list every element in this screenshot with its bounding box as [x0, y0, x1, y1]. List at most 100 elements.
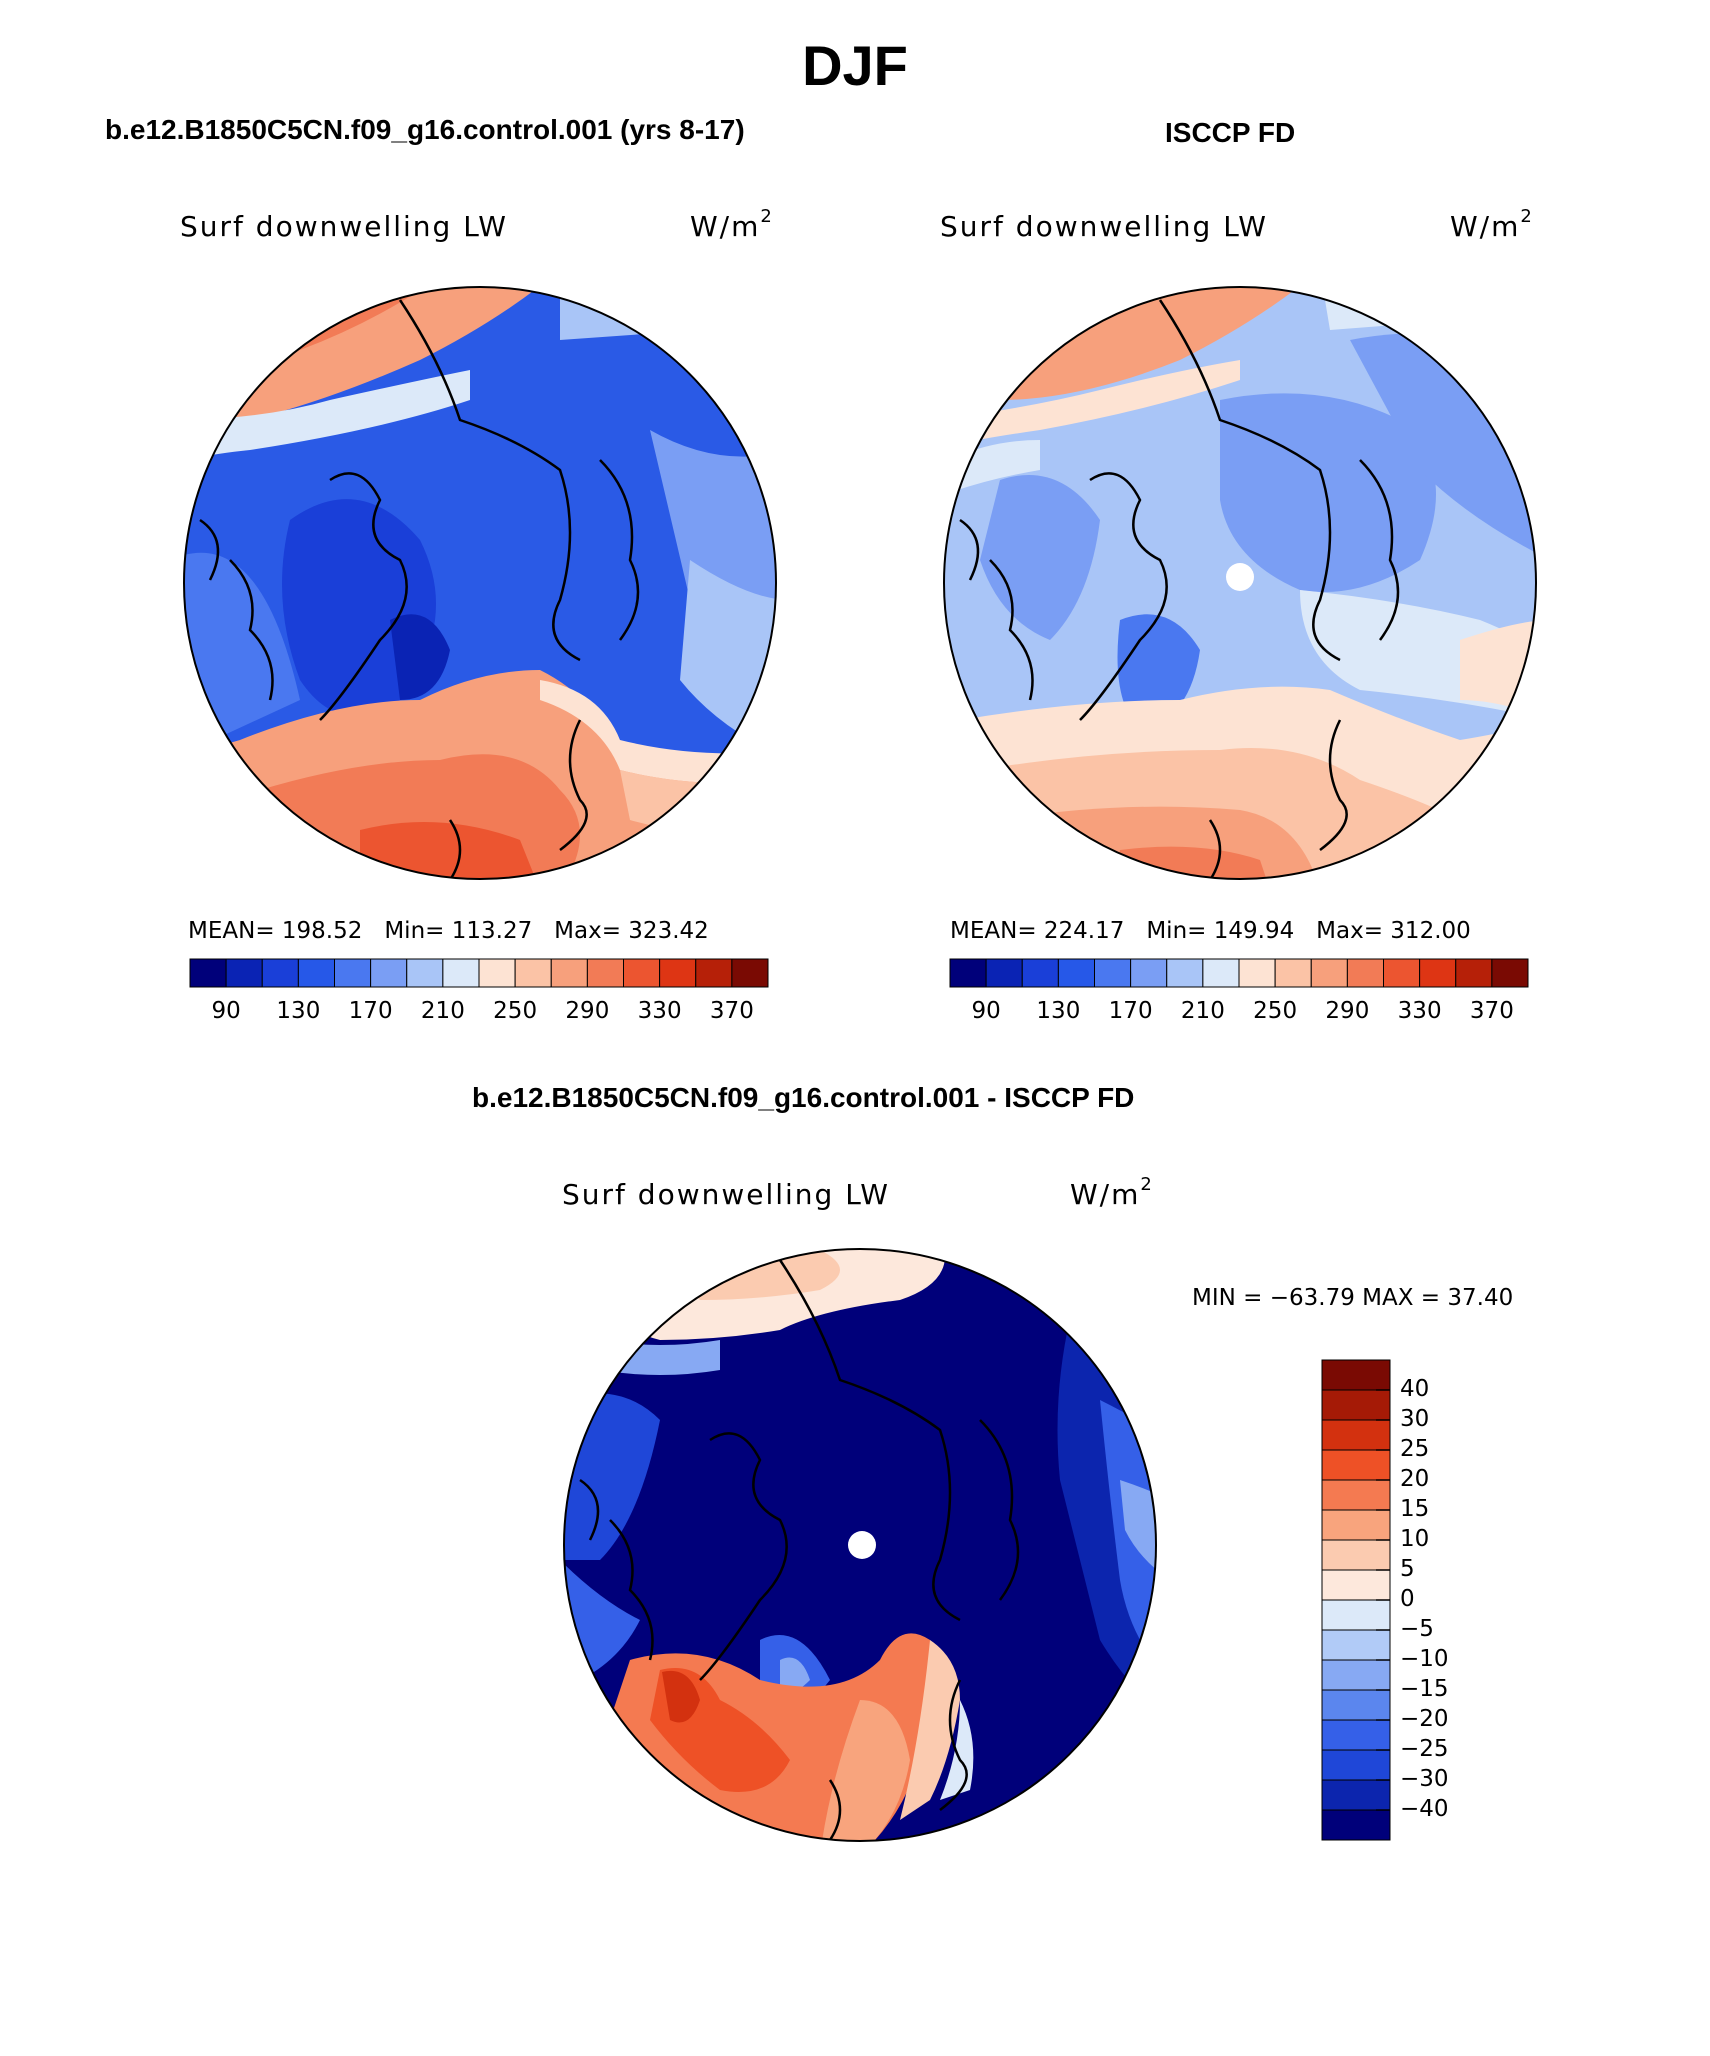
obs-colorbar [949, 958, 1529, 988]
colorbar-swatch [659, 958, 697, 988]
colorbar-tick-label: 30 [1400, 1406, 1430, 1432]
colorbar-swatch [1321, 1359, 1391, 1391]
colorbar-tick-label: 210 [1180, 998, 1225, 1024]
colorbar-tick-label: −40 [1400, 1796, 1449, 1822]
colorbar-swatch [1021, 958, 1059, 988]
colorbar-swatch [1094, 958, 1132, 988]
colorbar-swatch [623, 958, 661, 988]
colorbar-swatch [1321, 1719, 1391, 1751]
colorbar-tick-label: 250 [493, 998, 538, 1024]
colorbar-swatch [370, 958, 408, 988]
colorbar-swatch [442, 958, 480, 988]
colorbar-swatch [1321, 1539, 1391, 1571]
colorbar-swatch [1346, 958, 1384, 988]
colorbar-swatch [949, 958, 987, 988]
colorbar-tick-label: −15 [1400, 1676, 1449, 1702]
colorbar-tick-label: 25 [1400, 1436, 1430, 1462]
diff-colorbar [1321, 1359, 1391, 1841]
model-variable-label: Surf downwelling LW [180, 210, 508, 243]
colorbar-swatch [1491, 958, 1529, 988]
colorbar-tick-label: 170 [1108, 998, 1153, 1024]
colorbar-tick-label: 370 [709, 998, 754, 1024]
colorbar-tick-label: −10 [1400, 1646, 1449, 1672]
model-units-label: W/m2 [690, 206, 774, 243]
colorbar-tick-label: 15 [1400, 1496, 1430, 1522]
model-panel-header: b.e12.B1850C5CN.f09_g16.control.001 (yrs… [105, 114, 745, 145]
colorbar-tick-label: 90 [971, 998, 1001, 1024]
obs-missing-pole [1226, 563, 1254, 591]
colorbar-swatch [1202, 958, 1240, 988]
obs-panel-header: ISCCP FD [1165, 117, 1296, 148]
colorbar-swatch [1321, 1389, 1391, 1421]
diff-panel-header: b.e12.B1850C5CN.f09_g16.control.001 - IS… [472, 1082, 1135, 1113]
colorbar-swatch [225, 958, 263, 988]
colorbar-tick-label: 290 [1325, 998, 1370, 1024]
colorbar-tick-label: 250 [1253, 998, 1298, 1024]
colorbar-tick-label: 90 [211, 998, 241, 1024]
colorbar-swatch [261, 958, 299, 988]
obs-units-label: W/m2 [1450, 206, 1534, 243]
diff-stats: MIN = −63.79 MAX = 37.40 [1192, 1285, 1514, 1311]
colorbar-swatch [1274, 958, 1312, 988]
colorbar-swatch [586, 958, 624, 988]
colorbar-swatch [1321, 1449, 1391, 1481]
colorbar-swatch [1321, 1659, 1391, 1691]
colorbar-tick-label: 40 [1400, 1376, 1430, 1402]
diff-units-label: W/m2 [1070, 1174, 1154, 1211]
colorbar-swatch [1310, 958, 1348, 988]
obs-stats: MEAN= 224.17 Min= 149.94 Max= 312.00 [950, 918, 1471, 944]
colorbar-swatch [1057, 958, 1095, 988]
colorbar-tick-label: −20 [1400, 1706, 1449, 1732]
colorbar-tick-label: 170 [348, 998, 393, 1024]
colorbar-tick-label: −5 [1400, 1616, 1434, 1642]
colorbar-swatch [1321, 1569, 1391, 1601]
diff-variable-label: Surf downwelling LW [562, 1178, 890, 1211]
diff-missing-pole [848, 1531, 876, 1559]
colorbar-swatch [1130, 958, 1168, 988]
colorbar-swatch [1321, 1689, 1391, 1721]
figure-title: DJF [802, 34, 908, 97]
colorbar-swatch [1383, 958, 1421, 988]
colorbar-swatch [1321, 1419, 1391, 1451]
colorbar-swatch [731, 958, 769, 988]
diff-polar-map [563, 1248, 1157, 1842]
obs-polar-map [943, 286, 1537, 880]
colorbar-swatch [1455, 958, 1493, 988]
model-polar-map [183, 286, 777, 880]
colorbar-swatch [1419, 958, 1457, 988]
colorbar-tick-label: 20 [1400, 1466, 1430, 1492]
colorbar-tick-label: 290 [565, 998, 610, 1024]
colorbar-tick-label: 330 [1397, 998, 1442, 1024]
colorbar-swatch [695, 958, 733, 988]
colorbar-swatch [189, 958, 227, 988]
colorbar-swatch [550, 958, 588, 988]
colorbar-tick-label: 370 [1469, 998, 1514, 1024]
colorbar-swatch [514, 958, 552, 988]
colorbar-swatch [1166, 958, 1204, 988]
colorbar-tick-label: −25 [1400, 1736, 1449, 1762]
colorbar-tick-label: −30 [1400, 1766, 1449, 1792]
model-colorbar [189, 958, 769, 988]
colorbar-swatch [297, 958, 335, 988]
colorbar-tick-label: 0 [1400, 1586, 1415, 1612]
colorbar-tick-label: 330 [637, 998, 682, 1024]
colorbar-swatch [478, 958, 516, 988]
colorbar-swatch [1238, 958, 1276, 988]
colorbar-swatch [1321, 1779, 1391, 1811]
colorbar-swatch [1321, 1629, 1391, 1661]
colorbar-swatch [985, 958, 1023, 988]
model-stats: MEAN= 198.52 Min= 113.27 Max= 323.42 [188, 918, 709, 944]
colorbar-swatch [334, 958, 372, 988]
colorbar-tick-label: 130 [276, 998, 321, 1024]
colorbar-swatch [1321, 1509, 1391, 1541]
colorbar-swatch [1321, 1479, 1391, 1511]
colorbar-swatch [1321, 1749, 1391, 1781]
colorbar-swatch [406, 958, 444, 988]
colorbar-swatch [1321, 1599, 1391, 1631]
colorbar-tick-label: 210 [420, 998, 465, 1024]
colorbar-swatch [1321, 1809, 1391, 1841]
colorbar-tick-label: 130 [1036, 998, 1081, 1024]
colorbar-tick-label: 10 [1400, 1526, 1430, 1552]
colorbar-tick-label: 5 [1400, 1556, 1415, 1582]
